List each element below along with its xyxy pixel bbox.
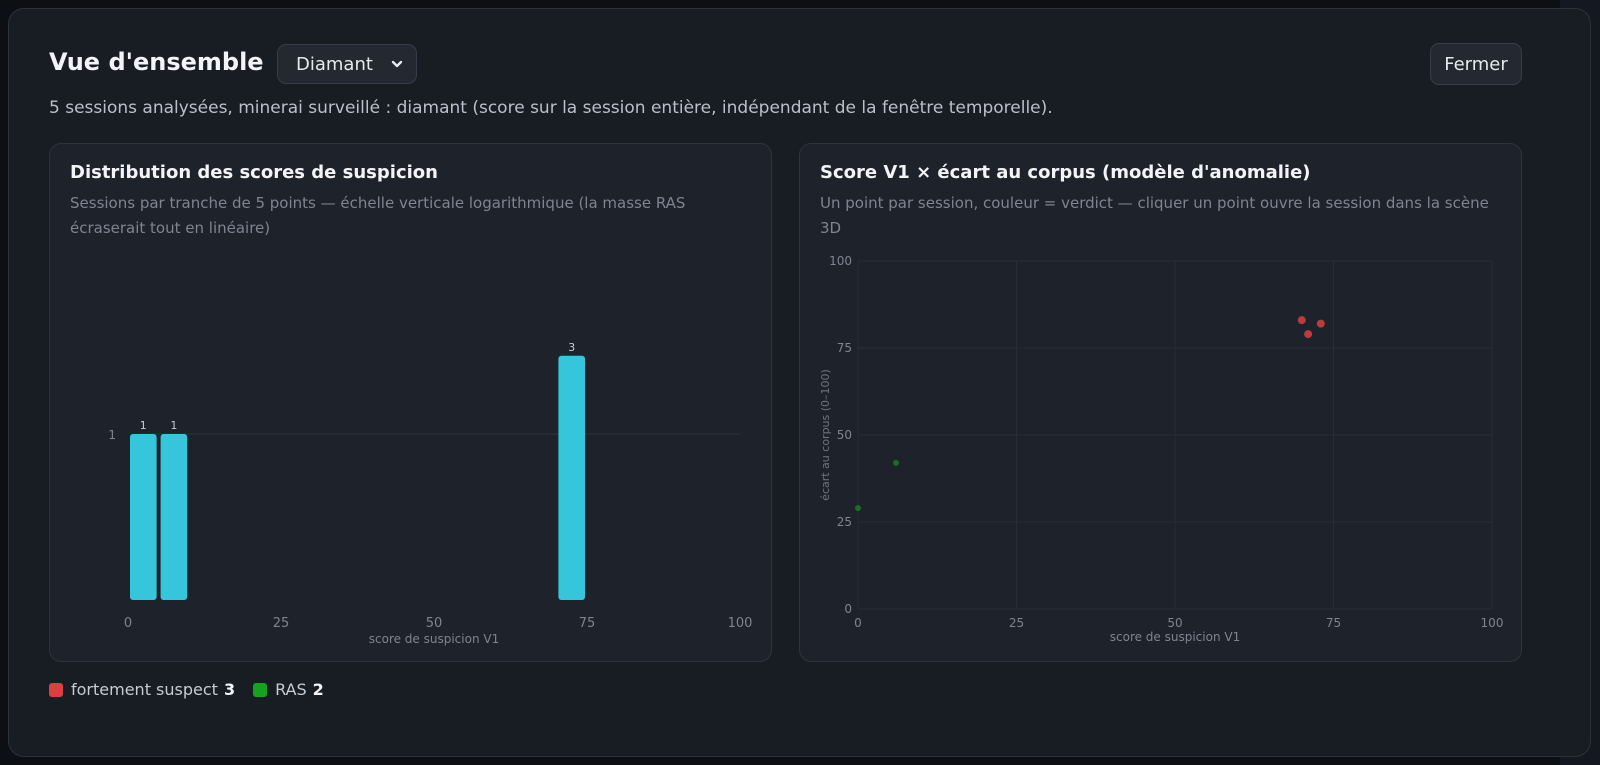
histogram-title: Distribution des scores de suspicion (70, 162, 438, 183)
histogram-bar (558, 355, 585, 600)
histogram-chart: 1 1 1 3 0 25 50 75 100 score de suspicion V1 (108, 341, 753, 646)
legend-item: fortement suspect 3 (49, 680, 235, 699)
modal-title: Vue d'ensemble (49, 48, 264, 76)
legend-label: fortement suspect (71, 680, 218, 699)
overview-modal: Vue d'ensemble Diamant Fermer 5 sessions… (8, 8, 1591, 757)
scatter-x-tick-label: 50 (1167, 616, 1182, 630)
scatter-title: Score V1 × écart au corpus (modèle d'ano… (820, 162, 1311, 183)
legend-swatch (49, 682, 63, 697)
histogram-x-tick-label: 100 (728, 616, 753, 631)
scatter-x-axis-label: score de suspicion V1 (1110, 630, 1240, 644)
chevron-down-icon (391, 60, 403, 68)
scatter-y-axis-label: écart au corpus (0–100) (819, 369, 832, 501)
histogram-bar-label: 3 (568, 341, 575, 354)
histogram-panel: Distribution des scores de suspicion Ses… (49, 143, 772, 662)
histogram-bar-label: 1 (170, 419, 177, 432)
scatter-x-tick-label: 100 (1481, 616, 1504, 630)
scatter-y-tick-label: 50 (837, 428, 852, 442)
scatter-point-suspect (1304, 330, 1313, 339)
legend-count: 3 (223, 680, 236, 699)
scatter-x-tick-label: 0 (854, 616, 862, 630)
histogram-bar (160, 434, 188, 600)
scatter-point-ras (855, 505, 861, 512)
histogram-bar-label: 1 (140, 419, 147, 432)
scatter-x-tick-label: 75 (1326, 616, 1341, 630)
scatter-y-tick-label: 100 (829, 254, 852, 268)
scatter-point-suspect (1316, 319, 1325, 328)
histogram-x-axis-label: score de suspicion V1 (369, 632, 499, 646)
histogram-y-tick-label: 1 (108, 428, 116, 442)
modal-subtitle: 5 sessions analysées, minerai surveillé … (49, 98, 1053, 118)
legend-swatch (253, 682, 268, 697)
scatter-point-ras (893, 459, 900, 466)
ore-select[interactable]: Diamant (277, 44, 417, 84)
histogram-bar (130, 434, 157, 600)
scatter-point-suspect (1297, 316, 1306, 325)
scatter-panel: Score V1 × écart au corpus (modèle d'ano… (799, 143, 1522, 662)
histogram-x-tick-label: 25 (273, 616, 290, 631)
legend-label: RAS (275, 680, 307, 699)
scatter-chart: 0 25 50 75 100 0 25 50 75 100 score de suspicion V… (819, 254, 1504, 644)
ore-select-value: Diamant (296, 53, 373, 75)
histogram-x-tick-label: 0 (124, 616, 132, 631)
scatter-y-tick-label: 75 (837, 341, 852, 355)
scatter-x-tick-label: 25 (1009, 616, 1024, 630)
scatter-y-tick-label: 0 (844, 602, 852, 616)
scatter-description: Un point par session, couleur = verdict … (820, 194, 1489, 237)
legend-count: 2 (312, 680, 324, 699)
scatter-y-tick-label: 25 (837, 515, 852, 529)
close-button[interactable]: Fermer (1430, 43, 1522, 85)
histogram-x-tick-label: 75 (579, 616, 596, 631)
histogram-x-tick-label: 50 (426, 616, 443, 631)
verdict-legend: fortement suspect 3 RAS 2 (49, 680, 324, 699)
histogram-description: Sessions par tranche de 5 points — échel… (70, 194, 686, 237)
legend-item: RAS 2 (253, 680, 324, 699)
